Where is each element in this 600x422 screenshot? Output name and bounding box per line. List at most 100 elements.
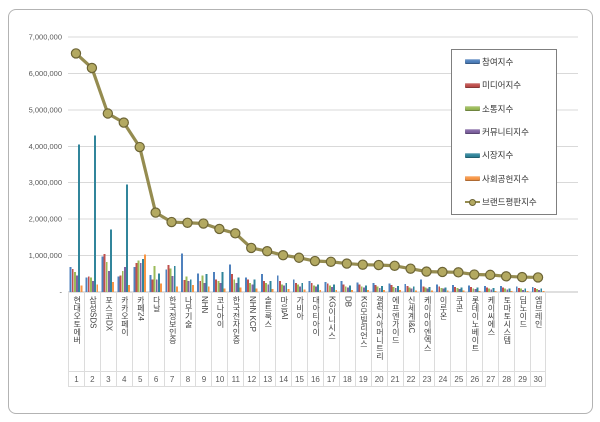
- bar: [299, 286, 302, 292]
- legend-label: 커뮤니티지수: [482, 126, 529, 137]
- bars: [69, 135, 545, 292]
- bar: [344, 286, 347, 292]
- y-tick-label: 5,000,000: [29, 105, 62, 114]
- bar: [213, 271, 215, 292]
- legend-label: 브랜드평판지수: [482, 197, 537, 208]
- bar-series-0: [69, 253, 534, 292]
- bar: [408, 287, 411, 292]
- bar: [414, 290, 417, 292]
- bar: [522, 289, 525, 292]
- bar: [533, 287, 536, 292]
- bar: [221, 271, 224, 292]
- bar: [526, 290, 529, 292]
- line-marker: [485, 269, 496, 281]
- bar: [356, 282, 359, 292]
- bar: [367, 290, 370, 292]
- bar: [346, 287, 349, 292]
- bar: [76, 275, 78, 292]
- y-axis: - 1,000,000 2,000,000 3,000,000 4,000,000 5,0…: [29, 33, 63, 297]
- bar: [520, 288, 522, 292]
- bar: [426, 288, 429, 292]
- legend-item-5: 사회공헌지수: [452, 173, 556, 185]
- bar: [107, 270, 110, 292]
- bar: [536, 289, 538, 292]
- bar: [317, 284, 320, 292]
- line-marker: [102, 108, 114, 119]
- bar: [237, 277, 240, 292]
- bar: [169, 268, 172, 292]
- bar: [478, 290, 481, 292]
- bar: [263, 281, 265, 292]
- bar-series-5: [80, 254, 545, 292]
- bar-series-1: [71, 253, 536, 292]
- bar: [303, 289, 306, 292]
- bar: [349, 285, 351, 292]
- y-tick-label: 2,000,000: [29, 215, 62, 224]
- bar-series-4: [78, 135, 543, 292]
- bar: [510, 290, 513, 292]
- bar: [351, 290, 354, 292]
- bar: [151, 279, 154, 292]
- legend-label: 참여지수: [482, 56, 514, 67]
- bar: [207, 286, 210, 292]
- bar: [340, 281, 343, 292]
- line-marker: [214, 223, 225, 235]
- bar: [235, 282, 238, 292]
- bar: [283, 285, 286, 292]
- bar: [278, 281, 281, 292]
- bar: [396, 286, 399, 292]
- bar: [189, 279, 192, 292]
- bar: [215, 279, 218, 292]
- bar: [80, 285, 83, 292]
- bar: [492, 287, 495, 292]
- bar: [110, 229, 112, 292]
- bar: [121, 270, 124, 292]
- bar: [155, 279, 158, 292]
- line-marker: [182, 217, 193, 228]
- reputation-line: [70, 48, 544, 283]
- bar: [406, 285, 409, 292]
- line-marker: [246, 242, 257, 254]
- bar: [187, 281, 190, 292]
- line-marker: [341, 258, 353, 269]
- bar: [504, 288, 507, 292]
- legend-swatch: [465, 82, 480, 88]
- bar: [452, 285, 454, 292]
- bar: [358, 284, 361, 292]
- line-marker: [437, 266, 448, 278]
- bar: [312, 285, 315, 292]
- bar-series-3: [76, 262, 541, 292]
- line-marker: [150, 207, 161, 218]
- line-marker: [293, 252, 305, 263]
- bar: [141, 259, 144, 292]
- legend-label: 소통지수: [482, 103, 514, 114]
- bar: [181, 253, 184, 292]
- bar: [103, 253, 106, 292]
- legend-swatch: [465, 106, 480, 112]
- bar-series-2: [73, 260, 538, 292]
- bar: [444, 287, 447, 292]
- bar: [531, 286, 534, 292]
- bar: [542, 290, 545, 292]
- bar: [335, 289, 338, 292]
- bar: [460, 287, 463, 292]
- line-marker: [516, 271, 528, 283]
- bar: [430, 290, 433, 292]
- bar: [324, 281, 327, 292]
- bar: [205, 273, 208, 292]
- bar: [112, 282, 115, 292]
- bar: [378, 287, 381, 292]
- y-tick-label: -: [60, 288, 63, 297]
- legend-swatch: [465, 59, 480, 65]
- bar: [294, 282, 297, 292]
- line-marker: [230, 228, 241, 239]
- bar: [253, 279, 256, 292]
- bar: [269, 281, 272, 292]
- bar: [374, 285, 377, 292]
- bar: [476, 287, 479, 292]
- bar: [310, 282, 313, 292]
- line-marker: [373, 259, 384, 271]
- legend-swatch: [465, 152, 480, 158]
- line-marker: [309, 255, 321, 267]
